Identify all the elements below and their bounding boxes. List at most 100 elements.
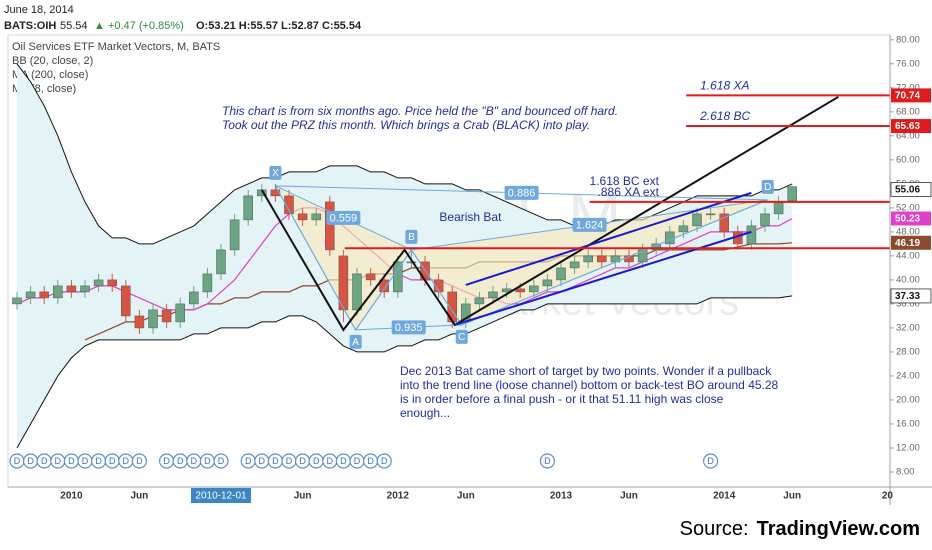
dividend-label: D	[218, 456, 225, 466]
candle-body	[637, 249, 648, 263]
x-tick-label: 20	[882, 491, 894, 502]
symbol: BATS:OIH	[4, 20, 56, 32]
pattern-fill	[411, 199, 768, 325]
note-line: This chart is from six months ago. Price…	[222, 104, 618, 118]
candle-body	[297, 213, 308, 221]
candle-body	[80, 285, 90, 293]
plot-layer: OIH, MOil Services ETF Market VectorsOil…	[9, 41, 890, 469]
dividend-label: D	[68, 456, 75, 466]
candle-body	[39, 291, 49, 299]
y-tick-label: 64.00	[896, 130, 920, 141]
last-price: 55.54	[60, 20, 88, 32]
ratio-label: 0.886	[508, 187, 536, 199]
candle-body	[365, 273, 376, 281]
candle-body	[719, 213, 729, 233]
candle-body	[773, 201, 784, 215]
candle-body	[311, 213, 321, 221]
ratio-label: 0.559	[330, 212, 358, 224]
candle-body	[569, 261, 580, 269]
x-tick-label: Jun	[620, 491, 638, 502]
y-tick-label: 40.00	[896, 274, 920, 285]
price-change: ▲ +0.47 (+0.85%)	[94, 20, 184, 32]
dividend-marker	[539, 453, 556, 469]
pattern-name: Bearish Bat	[439, 210, 502, 224]
candle-body	[583, 255, 593, 263]
y-tick-label: 52.00	[896, 202, 920, 213]
ratio-box	[504, 185, 539, 200]
dividend-marker	[131, 453, 147, 469]
candle-body	[705, 213, 716, 216]
candle-body	[515, 288, 525, 293]
y-tick-label: 12.00	[896, 442, 920, 453]
dividend-label: D	[27, 456, 34, 466]
y-tick-label: 48.00	[896, 226, 920, 237]
channel-line	[465, 191, 752, 286]
point-label: C	[458, 332, 465, 343]
x-tick-label: Jun	[131, 491, 149, 502]
candle-body	[488, 291, 498, 299]
candle-body	[338, 255, 349, 311]
ratio-box	[326, 210, 361, 225]
dividend-label: D	[177, 456, 184, 466]
price-label-box	[891, 119, 931, 134]
candle-body	[66, 285, 77, 293]
point-box	[269, 165, 282, 180]
price-label-box	[890, 182, 932, 197]
candle-body	[746, 225, 757, 245]
note-line: enough...	[400, 406, 450, 420]
dividend-label: D	[544, 456, 551, 466]
x-tick-label: 2014	[713, 491, 736, 502]
y-tick-label: 16.00	[896, 418, 920, 429]
level-label: 1.618 XA	[700, 79, 749, 93]
candle-body	[597, 255, 607, 263]
candle-body	[379, 279, 389, 293]
y-tick-label: 68.00	[896, 106, 920, 117]
y-tick-label: 36.00	[896, 298, 920, 309]
dividend-label: D	[327, 456, 334, 466]
date: June 18, 2014	[4, 4, 74, 16]
dividend-label: D	[55, 456, 62, 466]
candle-body	[243, 195, 253, 221]
y-tick-label: 32.00	[896, 322, 920, 333]
x-crosshair-box	[191, 488, 251, 503]
price-label: 55.06	[895, 185, 920, 196]
dividend-label: D	[340, 456, 347, 466]
candle-body	[284, 195, 294, 215]
candle-body	[93, 279, 104, 287]
dividend-label: D	[82, 456, 89, 466]
y-tick-label: 76.00	[896, 58, 920, 69]
x-tick-label: 2010	[60, 491, 83, 502]
ma-line	[16, 207, 793, 311]
y-tick-label: 80.00	[896, 34, 920, 45]
dividend-marker	[213, 453, 229, 469]
chart-title: Oil Services ETF Market Vectors, M, BATS	[12, 41, 220, 53]
candle-body	[134, 315, 145, 329]
dividend-label: D	[272, 456, 279, 466]
x-tick-label: 2013	[550, 491, 573, 502]
price-label: 37.33	[895, 291, 920, 302]
dividend-label: D	[191, 456, 198, 466]
candle-body	[393, 261, 403, 293]
candle-body	[433, 279, 444, 293]
dividend-label: D	[123, 456, 130, 466]
point-label: A	[352, 337, 359, 348]
dividend-label: D	[259, 456, 266, 466]
price-label: 50.23	[895, 214, 920, 225]
point-label: X	[272, 168, 279, 179]
point-box	[761, 179, 774, 194]
source: Source: TradingView.com	[680, 518, 920, 540]
ratio-label: 1.624	[576, 219, 604, 231]
y-tick-label: 72.00	[896, 82, 920, 93]
price-label-box	[891, 235, 931, 250]
y-tick-label: 60.00	[896, 154, 920, 165]
dividend-marker	[702, 453, 719, 469]
candle-body	[216, 249, 226, 275]
candle-body	[12, 297, 22, 305]
level-label: 2.618 BC	[699, 109, 750, 123]
y-tick-label: 24.00	[896, 370, 920, 381]
candle-body	[257, 189, 267, 197]
candle-body	[161, 309, 172, 323]
candle-body	[542, 279, 553, 287]
level-label: .886 XA ext	[598, 185, 660, 199]
